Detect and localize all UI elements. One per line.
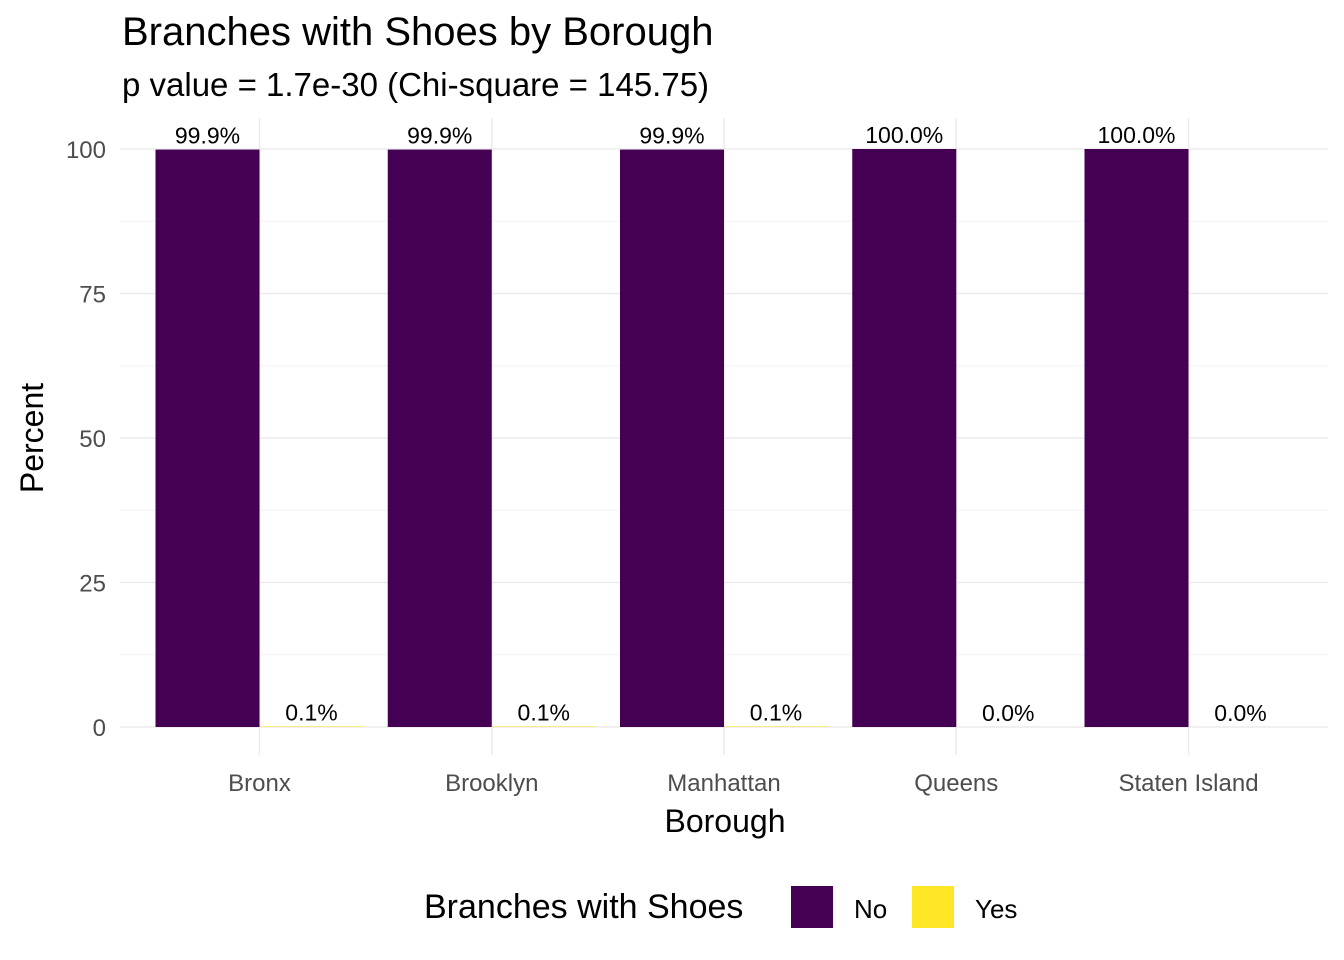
y-tick-label: 0	[93, 715, 106, 742]
bars	[155, 149, 1189, 727]
legend-key-yes	[912, 886, 954, 928]
data-label: 99.9%	[639, 123, 704, 149]
chart-title: Branches with Shoes by Borough	[122, 10, 714, 54]
data-label: 0.0%	[982, 700, 1034, 726]
legend-key-no	[791, 886, 833, 928]
y-tick-label: 75	[79, 282, 106, 309]
x-tick-label: Brooklyn	[445, 770, 538, 797]
data-label: 100.0%	[1097, 122, 1175, 148]
bar-no-queens	[852, 149, 957, 727]
y-tick-label: 100	[66, 137, 106, 164]
bar-no-bronx	[155, 149, 260, 727]
bar-yes-bronx	[259, 726, 364, 727]
legend-title: Branches with Shoes	[424, 888, 744, 926]
legend: Branches with Shoes No Yes	[0, 880, 1344, 940]
data-label: 100.0%	[865, 122, 943, 148]
plot-area: 99.9% 99.9% 99.9% 100.0% 100.0% 0.1% 0.1% 0.1% 0…	[14, 118, 1328, 839]
data-label: 0.1%	[518, 699, 570, 725]
bar-yes-brooklyn	[491, 726, 596, 727]
data-label: 0.0%	[1214, 700, 1266, 726]
bar-no-manhattan	[620, 149, 724, 727]
y-tick-label: 50	[79, 426, 106, 453]
data-label: 99.9%	[175, 123, 240, 149]
data-label: 0.1%	[285, 699, 337, 725]
x-axis-title: Borough	[665, 803, 786, 839]
data-label: 99.9%	[407, 123, 472, 149]
chart-subtitle: p value = 1.7e-30 (Chi-square = 145.75)	[122, 66, 710, 103]
x-tick-label: Queens	[914, 770, 998, 797]
x-tick-label: Bronx	[228, 770, 291, 797]
data-labels: 99.9% 99.9% 99.9% 100.0% 100.0% 0.1% 0.1% 0.1% 0…	[175, 122, 1267, 726]
legend-label-no: No	[854, 894, 888, 924]
x-tick-label: Staten Island	[1118, 770, 1258, 797]
x-axis-ticks: Bronx Brooklyn Manhattan Queens Staten Islan…	[228, 770, 1258, 797]
y-axis-title: Percent	[14, 383, 50, 493]
y-tick-label: 25	[79, 571, 106, 598]
data-label: 0.1%	[750, 699, 802, 725]
bar-no-staten-island	[1084, 149, 1189, 727]
legend-label-yes: Yes	[975, 894, 1018, 924]
x-tick-label: Manhattan	[667, 770, 780, 797]
bar-no-brooklyn	[387, 149, 492, 727]
bar-yes-manhattan	[724, 726, 828, 727]
y-axis-ticks: 0 25 50 75 100	[66, 137, 106, 742]
